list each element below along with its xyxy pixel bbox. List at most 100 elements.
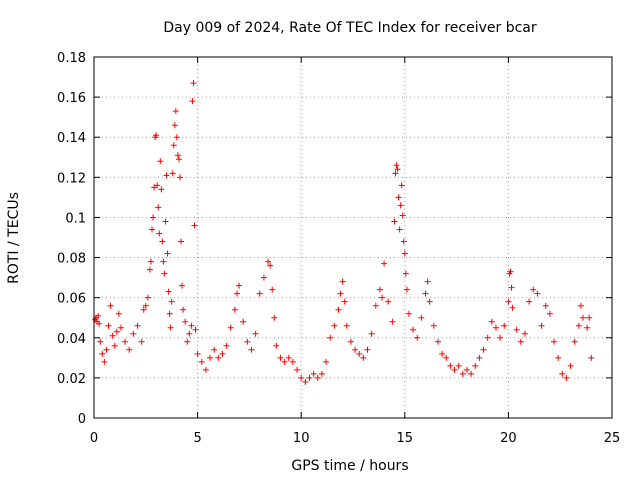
data-point: [389, 318, 396, 325]
x-tick-label: 5: [193, 431, 201, 446]
data-point: [117, 324, 124, 331]
data-point: [172, 108, 179, 115]
data-point: [391, 218, 398, 225]
data-point: [157, 158, 164, 165]
data-point: [356, 350, 363, 357]
data-point: [385, 298, 392, 305]
data-point: [392, 170, 399, 177]
data-point: [158, 186, 165, 193]
data-point: [191, 222, 198, 229]
data-point: [398, 182, 405, 189]
data-point: [480, 346, 487, 353]
data-point: [468, 370, 475, 377]
data-point: [223, 342, 230, 349]
data-point: [171, 122, 178, 129]
data-point: [159, 238, 166, 245]
data-point: [189, 98, 196, 105]
data-point: [394, 166, 401, 173]
data-point: [396, 226, 403, 233]
data-point: [96, 320, 103, 327]
data-point: [267, 262, 274, 269]
chart-title: Day 009 of 2024, Rate Of TEC Index for r…: [163, 20, 537, 36]
data-point: [130, 330, 137, 337]
data-point: [161, 270, 168, 277]
axis-ticks: [93, 56, 613, 419]
data-point: [103, 346, 110, 353]
data-point: [176, 174, 183, 181]
data-point: [166, 310, 173, 317]
data-point: [538, 322, 545, 329]
data-point: [577, 302, 584, 309]
grid-lines: [94, 57, 612, 418]
data-point: [134, 322, 141, 329]
data-point: [138, 338, 145, 345]
data-point: [337, 290, 344, 297]
data-point: [162, 218, 169, 225]
data-point: [410, 326, 417, 333]
data-point: [233, 290, 240, 297]
data-point: [95, 312, 102, 319]
data-point: [508, 284, 515, 291]
data-point: [509, 304, 516, 311]
data-point: [277, 354, 284, 361]
data-point: [151, 184, 158, 191]
data-point: [244, 338, 251, 345]
data-point: [281, 358, 288, 365]
data-point: [318, 370, 325, 377]
y-axis-label: ROTI / TECUs: [6, 192, 22, 284]
data-point: [150, 214, 157, 221]
data-point: [140, 306, 147, 313]
data-point: [269, 286, 276, 293]
data-point: [190, 80, 197, 87]
data-point: [517, 338, 524, 345]
data-point: [347, 338, 354, 345]
data-point: [439, 350, 446, 357]
data-point: [202, 366, 209, 373]
data-point: [343, 322, 350, 329]
data-point: [164, 250, 171, 257]
data-point: [360, 354, 367, 361]
data-point: [256, 290, 263, 297]
data-point: [168, 298, 175, 305]
data-point: [107, 302, 114, 309]
data-point: [484, 334, 491, 341]
data-point: [231, 306, 238, 313]
data-point: [400, 238, 407, 245]
data-point: [397, 202, 404, 209]
plot-frame: [93, 56, 613, 419]
x-tick-label: 20: [500, 431, 517, 446]
data-point: [174, 152, 181, 159]
data-point: [207, 354, 214, 361]
data-point: [122, 338, 129, 345]
x-tick-label: 0: [90, 431, 98, 446]
data-point: [194, 350, 201, 357]
data-point: [173, 134, 180, 141]
data-point: [352, 346, 359, 353]
data-point: [323, 358, 330, 365]
data-point: [260, 274, 267, 281]
data-point: [546, 310, 553, 317]
y-tick-label: 0.04: [57, 332, 86, 347]
y-tick-label: 0.16: [57, 91, 86, 106]
data-point: [156, 230, 163, 237]
data-point: [584, 324, 591, 331]
y-tick-label: 0.02: [57, 372, 86, 387]
data-point: [403, 286, 410, 293]
data-point: [393, 162, 400, 169]
data-point: [265, 258, 272, 265]
data-point: [447, 362, 454, 369]
data-point: [294, 366, 301, 373]
data-point: [402, 270, 409, 277]
data-point: [331, 322, 338, 329]
data-point: [113, 328, 120, 335]
data-point: [149, 226, 156, 233]
data-point: [155, 204, 162, 211]
x-axis-label: GPS time / hours: [291, 458, 408, 474]
data-point: [567, 362, 574, 369]
data-point: [414, 334, 421, 341]
data-point: [463, 366, 470, 373]
data-point: [252, 330, 259, 337]
data-point: [422, 290, 429, 297]
x-tick-label: 15: [397, 431, 414, 446]
data-point: [302, 378, 309, 385]
